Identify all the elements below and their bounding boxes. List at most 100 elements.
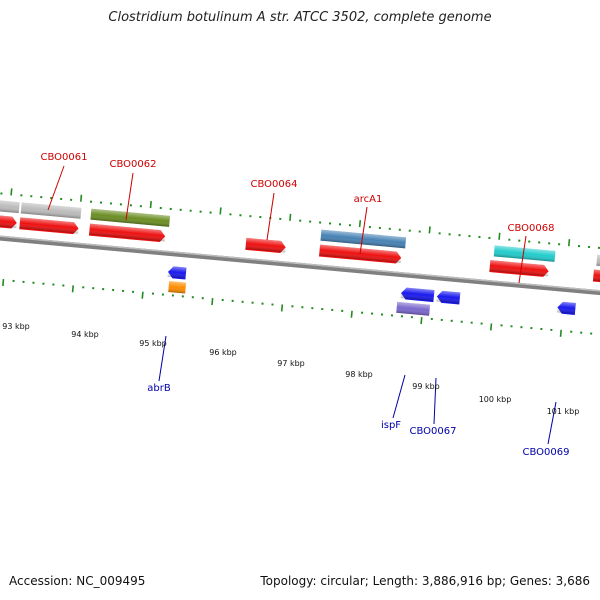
leader-line-cbo0068 [518,235,527,284]
minor-tick [221,298,224,302]
minor-tick [279,217,282,220]
minor-tick [400,315,404,318]
minor-tick [161,293,165,296]
minor-tick [321,307,324,311]
minor-tick [440,318,443,322]
minor-tick [259,215,262,219]
minor-tick [309,220,312,223]
minor-tick [348,224,352,227]
gene-shade [168,281,187,294]
minor-tick [151,292,155,295]
gene-label-cbo0064[interactable]: CBO0064 [251,179,298,190]
major-tick [358,220,362,228]
gene-label-cbo0069[interactable]: CBO0069 [523,447,570,458]
scale-label-94kbp: 94 kbp [71,330,99,339]
minor-tick [480,322,483,325]
major-tick [567,239,571,247]
major-tick [211,297,214,306]
minor-tick [361,311,364,314]
gene-label-ispF[interactable]: ispF [381,420,401,431]
minor-tick [388,227,391,230]
minor-tick [189,209,192,212]
scale-label-95kbp: 95 kbp [139,339,167,348]
minor-tick [251,301,254,304]
gene-shade [20,202,82,219]
leader-line-ispF [392,374,406,419]
gene-shade [400,287,435,302]
minor-tick [418,230,421,233]
minor-tick [380,313,384,316]
gene-label-cbo0061[interactable]: CBO0061 [41,152,88,163]
minor-tick [538,241,541,244]
major-tick [280,304,284,312]
gene-label-arcA1[interactable]: arcA1 [354,194,383,205]
gene-shade [596,254,600,269]
minor-tick [430,317,433,321]
major-tick [80,194,83,202]
gene-shade [436,290,461,304]
minor-tick [199,210,202,213]
minor-tick [201,297,204,300]
minor-tick [171,294,174,297]
minor-tick [32,281,35,284]
minor-tick [40,196,43,199]
gene-shade [556,301,576,314]
major-tick [350,310,353,318]
gene-label-abrB[interactable]: abrB [147,383,171,394]
minor-tick [478,235,481,239]
minor-tick [438,232,441,235]
minor-tick [450,319,453,322]
minor-tick [179,208,182,211]
minor-tick [169,207,172,210]
minor-tick [570,330,573,333]
minor-tick [540,327,543,331]
scale-label-97kbp: 97 kbp [277,359,305,368]
minor-tick [131,290,135,293]
minor-tick [261,302,264,305]
minor-tick [241,300,244,303]
minor-tick [311,307,314,310]
gene-shade [396,301,431,316]
minor-tick [191,296,194,299]
minor-tick [558,243,561,246]
minor-tick [22,280,25,283]
minor-tick [520,326,523,329]
major-tick [141,291,144,299]
minor-tick [82,286,85,289]
minor-tick [518,239,521,242]
major-tick [428,226,431,234]
minor-tick [239,214,242,217]
gene-label-cbo0068[interactable]: CBO0068 [508,223,555,234]
minor-tick [500,324,503,327]
leader-line-arcA1 [359,206,368,255]
minor-tick [508,238,511,241]
minor-tick [42,282,45,285]
minor-tick [408,229,411,232]
minor-tick [129,204,132,207]
major-tick [2,278,5,287]
minor-tick [231,299,234,302]
minor-tick [528,240,531,243]
minor-tick [109,202,113,205]
minor-tick [0,192,3,195]
minor-tick [159,206,162,210]
minor-tick [460,320,463,323]
gene-label-cbo0062[interactable]: CBO0062 [110,159,157,170]
minor-tick [378,226,381,230]
gene-shade [489,260,550,277]
minor-tick [510,325,513,328]
gene-shade [493,245,556,262]
minor-tick [398,228,401,231]
gene-label-cbo0067[interactable]: CBO0067 [410,426,457,437]
minor-tick [548,242,551,245]
minor-tick [30,195,33,198]
minor-tick [458,234,461,237]
minor-tick [328,222,332,225]
minor-tick [448,233,451,236]
minor-tick [488,236,491,239]
minor-tick [52,283,55,286]
leader-line-cbo0067 [433,377,437,425]
major-tick [498,232,501,240]
minor-tick [209,211,212,214]
